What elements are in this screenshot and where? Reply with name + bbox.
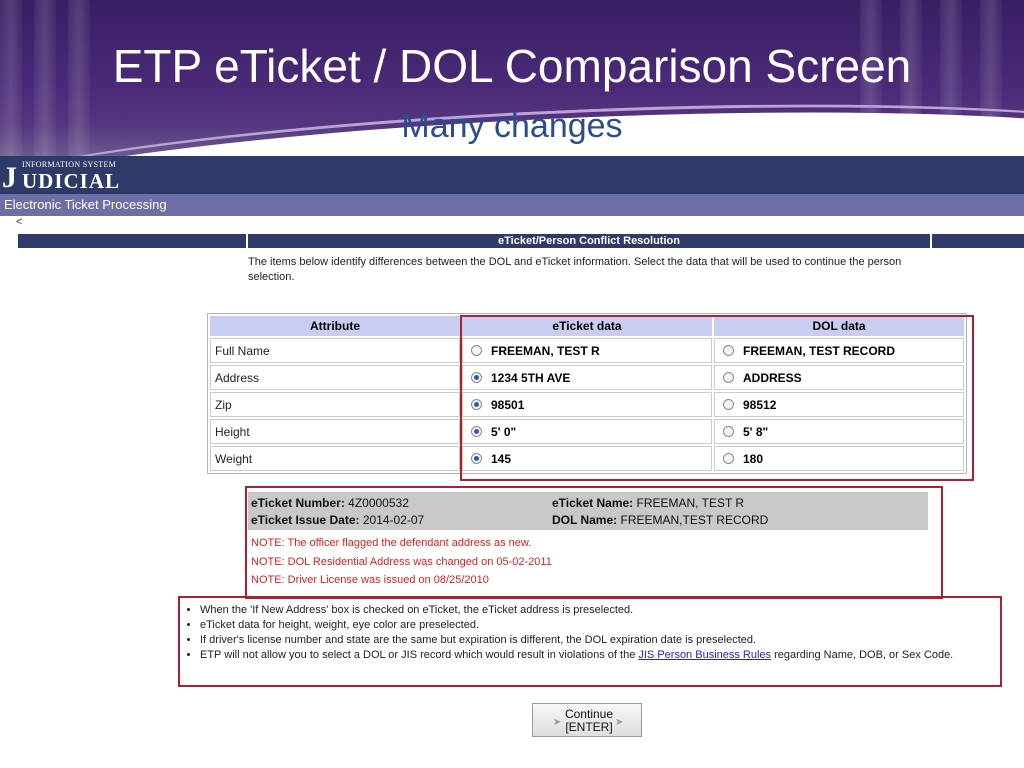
logo-big-text: UDICIAL <box>22 169 121 193</box>
radio-button-selected[interactable] <box>471 371 482 383</box>
eticket-value: 145 <box>491 451 512 466</box>
dol-option[interactable]: 5' 8" <box>714 419 964 444</box>
list-item: ETP will not allow you to select a DOL o… <box>200 648 1000 663</box>
app-subnav: Electronic Ticket Processing <box>0 194 1024 216</box>
eticket-option[interactable]: FREEMAN, TEST R <box>462 338 712 363</box>
attr-cell: Weight <box>210 446 460 471</box>
eticket-value: FREEMAN, TEST R <box>491 343 600 358</box>
eticket-option[interactable]: 5' 0" <box>462 419 712 444</box>
continue-button[interactable]: ➤ Continue [ENTER] ➤ <box>532 703 642 737</box>
attr-cell: Address <box>210 365 460 390</box>
radio-button-selected[interactable] <box>471 425 482 437</box>
note-flagged-address: NOTE: The officer flagged the defendant … <box>251 537 532 549</box>
slide-subtitle: Many changes <box>401 107 623 145</box>
subnav-title: Electronic Ticket Processing <box>4 197 167 212</box>
dol-option[interactable]: 98512 <box>714 392 964 417</box>
note-address-changed: NOTE: DOL Residential Address was change… <box>251 556 552 568</box>
logo-small-text: INFORMATION SYSTEM <box>22 160 117 169</box>
dol-option[interactable]: FREEMAN, TEST RECORD <box>714 338 964 363</box>
dol-value: 98512 <box>743 397 777 412</box>
dol-option[interactable]: 180 <box>714 446 964 471</box>
eticket-value: 5' 0" <box>491 424 517 439</box>
app-header <box>0 156 1024 194</box>
radio-button[interactable] <box>723 425 734 437</box>
data-highlight-box <box>460 315 974 481</box>
note-license-issued: NOTE: Driver License was issued on 08/25… <box>251 574 489 586</box>
ticket-number: eTicket Number: 4Z0000532 <box>251 496 409 510</box>
rules-highlight-box <box>178 596 1002 687</box>
table-row: Weight 145 180 <box>210 446 964 471</box>
header-eticket: eTicket data <box>462 316 712 336</box>
table-row: Height 5' 0" 5' 8" <box>210 419 964 444</box>
dol-value: 180 <box>743 451 764 466</box>
column-decoration <box>68 0 90 156</box>
eticket-value: 1234 5TH AVE <box>491 370 571 385</box>
radio-button-selected[interactable] <box>471 398 482 410</box>
continue-label: Continue [ENTER] <box>564 707 614 734</box>
eticket-option[interactable]: 98501 <box>462 392 712 417</box>
ticket-info-panel: eTicket Number: 4Z0000532 eTicket Name: … <box>248 492 928 530</box>
attr-cell: Zip <box>210 392 460 417</box>
attr-cell: Full Name <box>210 338 460 363</box>
ticket-issue-date: eTicket Issue Date: 2014-02-07 <box>251 513 425 527</box>
table-row: Address 1234 5TH AVE ADDRESS <box>210 365 964 390</box>
back-link[interactable]: < <box>16 216 23 228</box>
table-row: Zip 98501 98512 <box>210 392 964 417</box>
dol-value: 5' 8" <box>743 424 769 439</box>
radio-button[interactable] <box>723 344 734 356</box>
dol-name: DOL Name: FREEMAN,TEST RECORD <box>552 513 769 527</box>
rules-list: When the 'If New Address' box is checked… <box>186 603 1000 663</box>
radio-button-selected[interactable] <box>471 452 482 464</box>
comparison-table: Attribute eTicket data DOL data Full Nam… <box>207 313 967 474</box>
arrow-right-icon: ➤ <box>553 717 562 728</box>
table-row: Full Name FREEMAN, TEST R FREEMAN, TEST … <box>210 338 964 363</box>
eticket-option[interactable]: 1234 5TH AVE <box>462 365 712 390</box>
list-item: eTicket data for height, weight, eye col… <box>200 618 1000 633</box>
radio-button[interactable] <box>723 398 734 410</box>
arrow-right-icon: ➤ <box>615 717 624 728</box>
ticket-highlight-box <box>245 486 943 599</box>
conflict-bar-center <box>248 234 930 248</box>
eticket-option[interactable]: 145 <box>462 446 712 471</box>
conflict-bar-right <box>932 234 1024 248</box>
dol-value: ADDRESS <box>743 370 802 385</box>
slide-title: ETP eTicket / DOL Comparison Screen <box>112 40 912 92</box>
column-decoration <box>0 0 22 156</box>
radio-button[interactable] <box>723 371 734 383</box>
table-header-row: Attribute eTicket data DOL data <box>210 316 964 336</box>
header-dol: DOL data <box>714 316 964 336</box>
attr-cell: Height <box>210 419 460 444</box>
dol-option[interactable]: ADDRESS <box>714 365 964 390</box>
list-item: If driver's license number and state are… <box>200 633 1000 648</box>
header-attribute: Attribute <box>210 316 460 336</box>
list-item: When the 'If New Address' box is checked… <box>200 603 1000 618</box>
column-decoration <box>34 0 56 156</box>
slide-banner <box>0 0 1024 156</box>
jis-rules-link[interactable]: JIS Person Business Rules <box>638 649 772 661</box>
radio-button[interactable] <box>471 344 482 356</box>
ticket-name: eTicket Name: FREEMAN, TEST R <box>552 496 745 510</box>
conflict-intro: The items below identify differences bet… <box>248 256 902 283</box>
dol-value: FREEMAN, TEST RECORD <box>743 343 896 358</box>
eticket-value: 98501 <box>491 397 525 412</box>
conflict-bar-left <box>18 234 246 248</box>
conflict-title: eTicket/Person Conflict Resolution <box>498 235 680 247</box>
logo-letter: J <box>2 161 17 194</box>
radio-button[interactable] <box>723 452 734 464</box>
